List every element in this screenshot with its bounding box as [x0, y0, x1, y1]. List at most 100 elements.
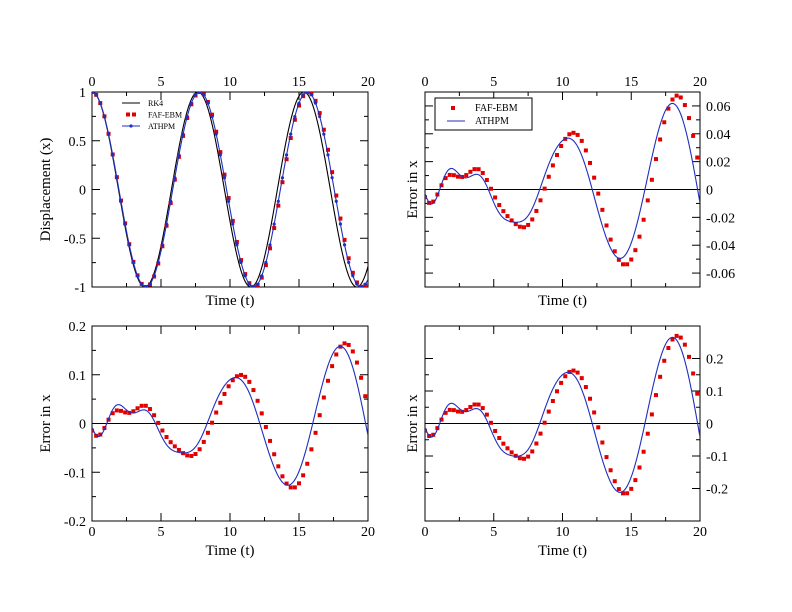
x-tick-label: 20 [361, 525, 375, 540]
series-point-faf-ebm [509, 450, 514, 455]
series-point-faf-ebm [625, 262, 630, 267]
series-point-faf-ebm [263, 425, 268, 430]
x-tick-label: 5 [158, 525, 165, 540]
series-point-athpm [322, 132, 326, 136]
series-point-faf-ebm [505, 214, 510, 219]
series-point-athpm [355, 282, 359, 286]
series-point-faf-ebm [538, 198, 543, 203]
series-point-faf-ebm [476, 402, 481, 407]
series-point-faf-ebm [234, 240, 239, 245]
series-point-athpm [106, 132, 111, 136]
series-line-athpm [425, 336, 700, 493]
series-point-athpm [131, 260, 135, 265]
series-point-faf-ebm [243, 272, 248, 277]
series-point-faf-ebm [280, 474, 285, 479]
series-point-faf-ebm [567, 132, 572, 137]
series-point-athpm [289, 132, 293, 136]
legend-box [434, 97, 533, 131]
series-point-faf-ebm [317, 413, 322, 418]
y-tick-label: -0.1 [64, 466, 86, 481]
series-point-faf-ebm [621, 491, 625, 496]
legend-label: FAF-EBM [475, 103, 518, 114]
series-group [425, 333, 700, 496]
y-tick-label: 0.2 [69, 320, 87, 335]
series-point-faf-ebm [654, 393, 658, 398]
y-tick-label: 0.02 [706, 156, 731, 171]
x-tick-label: 10 [223, 75, 237, 90]
series-point-faf-ebm [172, 444, 177, 449]
series-point-athpm [235, 243, 239, 247]
series-point-athpm [210, 114, 214, 119]
series-point-athpm [148, 282, 152, 286]
series-point-faf-ebm [571, 130, 576, 135]
series-point-faf-ebm [350, 349, 355, 354]
series-point-faf-ebm [649, 412, 654, 417]
series-point-faf-ebm [127, 410, 132, 415]
series-point-faf-ebm [301, 473, 306, 478]
series-point-athpm [351, 274, 355, 278]
series-point-faf-ebm [571, 368, 576, 373]
x-axis-title: Time (t) [538, 543, 587, 559]
series-point-faf-ebm [637, 234, 642, 239]
series-point-athpm [363, 282, 367, 286]
series-point-athpm [181, 132, 185, 136]
series-point-faf-ebm [276, 203, 281, 208]
series-point-athpm [297, 101, 301, 105]
series-point-faf-ebm [592, 410, 597, 415]
series-point-faf-ebm [542, 186, 547, 191]
series-point-faf-ebm [497, 436, 502, 441]
series-point-faf-ebm [497, 203, 502, 208]
chart-top-left: 0 5 10 15 20 -1 -0.5 0 0.5 1 Time (t) Displacement … [38, 75, 375, 309]
series-point-faf-ebm [600, 440, 605, 445]
series-point-faf-ebm [309, 447, 314, 452]
series-point-faf-ebm [330, 170, 335, 175]
series-point-faf-ebm [616, 257, 621, 262]
series-point-athpm [173, 176, 177, 180]
series-point-faf-ebm [330, 364, 335, 369]
series-point-faf-ebm [284, 481, 289, 486]
series-point-faf-ebm [637, 465, 642, 470]
series-point-faf-ebm [297, 103, 301, 108]
series-point-faf-ebm [687, 116, 691, 121]
series-point-faf-ebm [493, 195, 498, 200]
series-point-faf-ebm [443, 410, 448, 415]
series-point-faf-ebm [147, 407, 152, 412]
series-point-faf-ebm [359, 375, 364, 380]
series-point-athpm [144, 285, 148, 287]
x-tick-label: 20 [693, 525, 707, 540]
series-point-faf-ebm [263, 263, 268, 268]
series-point-faf-ebm [447, 407, 452, 412]
series-point-faf-ebm [493, 428, 498, 433]
series-point-faf-ebm [230, 218, 235, 223]
series-point-faf-ebm [608, 237, 613, 242]
series-point-faf-ebm [472, 167, 477, 172]
y-axis-title: Error in x [405, 394, 421, 453]
series-point-faf-ebm [350, 270, 355, 275]
series-point-faf-ebm [530, 217, 535, 222]
series-point-faf-ebm [297, 481, 301, 486]
series-point-faf-ebm [259, 275, 264, 280]
y-tick-label: -0.5 [64, 232, 86, 247]
x-tick-label: 10 [223, 525, 237, 540]
series-point-faf-ebm [546, 174, 551, 179]
y-tick-label: 1 [79, 86, 86, 101]
series-point-athpm [214, 132, 218, 136]
series-point-athpm [92, 92, 94, 94]
series-point-athpm [247, 282, 251, 286]
series-point-faf-ebm [259, 411, 264, 416]
series-point-athpm [206, 101, 210, 105]
series-point-faf-ebm [451, 173, 456, 178]
series-line-athpm [425, 102, 700, 259]
series-point-faf-ebm [460, 409, 465, 414]
series-point-faf-ebm [604, 455, 609, 460]
series-point-faf-ebm [176, 447, 181, 452]
series-point-faf-ebm [517, 224, 522, 229]
series-point-faf-ebm [346, 256, 351, 261]
series-group [425, 93, 700, 267]
series-point-faf-ebm [691, 133, 696, 138]
series-point-faf-ebm [139, 403, 144, 408]
series-point-faf-ebm [205, 430, 210, 435]
series-line-rk4 [92, 92, 368, 287]
series-point-faf-ebm [342, 237, 347, 242]
series-point-faf-ebm [687, 354, 691, 359]
